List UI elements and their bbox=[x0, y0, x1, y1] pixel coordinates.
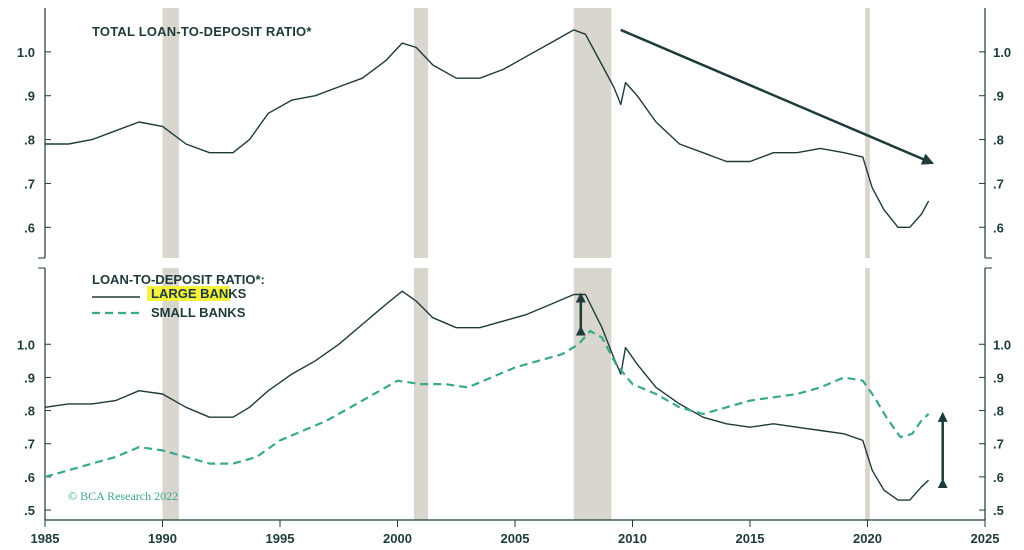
top-ytick-label-left: .6 bbox=[24, 220, 35, 235]
xtick-label-1985: 1985 bbox=[31, 531, 60, 546]
bottom-series-large-banks bbox=[44, 290, 930, 501]
top-ytick-label-right: .9 bbox=[993, 89, 1004, 104]
bottom-ytick-label-right: .5 bbox=[993, 503, 1004, 518]
recession-band-bottom-2 bbox=[573, 268, 612, 520]
recession-band-bottom-0 bbox=[162, 268, 179, 520]
xtick-label-2005: 2005 bbox=[501, 531, 530, 546]
xtick-label-2025: 2025 bbox=[971, 531, 1000, 546]
bottom-ytick-label-right: .8 bbox=[993, 404, 1004, 419]
recession-band-bottom-1 bbox=[413, 268, 429, 520]
recession-shading-layer bbox=[162, 8, 870, 520]
bottom-ytick-label-right: .7 bbox=[993, 437, 1004, 452]
xtick-label-1990: 1990 bbox=[148, 531, 177, 546]
recession-band-top-2 bbox=[573, 8, 612, 258]
annotation-layer bbox=[575, 28, 948, 489]
bottom-ytick-label-left: .5 bbox=[24, 503, 35, 518]
bottom-ytick-label-left: 1.0 bbox=[17, 337, 35, 352]
credit-text: © BCA Research 2022 bbox=[68, 489, 178, 503]
top-series-total bbox=[45, 29, 930, 228]
recession-band-top-3 bbox=[865, 8, 870, 258]
bottom-series-small-banks bbox=[44, 329, 930, 478]
recession-band-top-1 bbox=[413, 8, 429, 258]
xtick-label-2010: 2010 bbox=[618, 531, 647, 546]
recession-band-bottom-3 bbox=[865, 268, 870, 520]
legend: LOAN-TO-DEPOSIT RATIO*: LARGE BANKS SMAL… bbox=[92, 272, 265, 320]
xtick-label-2000: 2000 bbox=[383, 531, 412, 546]
top-ytick-label-right: .6 bbox=[993, 220, 1004, 235]
top-ytick-label-right: .8 bbox=[993, 133, 1004, 148]
top-ytick-label-left: .8 bbox=[24, 133, 35, 148]
top-ytick-label-right: .7 bbox=[993, 176, 1004, 191]
chart-frame bbox=[38, 8, 992, 521]
trend-arrow bbox=[620, 28, 935, 165]
bottom-ytick-label-right: 1.0 bbox=[993, 337, 1011, 352]
xtick-label-2020: 2020 bbox=[853, 531, 882, 546]
top-ytick-label-left: 1.0 bbox=[17, 45, 35, 60]
bottom-ytick-label-right: .9 bbox=[993, 370, 1004, 385]
legend-title: LOAN-TO-DEPOSIT RATIO*: bbox=[92, 272, 265, 287]
top-ytick-label-left: .9 bbox=[24, 89, 35, 104]
tick-layer: .6 .6 .7 .7 .8 .8 .9 .9 1.0 1.0 .5 .5 .6 .6 .7 .7 .8 .8 .9… bbox=[17, 45, 1011, 546]
xtick-label-1995: 1995 bbox=[266, 531, 295, 546]
xtick-label-2015: 2015 bbox=[736, 531, 765, 546]
bottom-ytick-label-left: .8 bbox=[24, 404, 35, 419]
bottom-ytick-label-left: .7 bbox=[24, 437, 35, 452]
legend-small-banks-label: SMALL BANKS bbox=[151, 305, 246, 320]
top-ytick-label-left: .7 bbox=[24, 176, 35, 191]
legend-highlight bbox=[147, 286, 230, 301]
bottom-ytick-label-right: .6 bbox=[993, 470, 1004, 485]
legend-large-banks-label: LARGE BANKS bbox=[151, 286, 247, 301]
bottom-ytick-label-left: .9 bbox=[24, 370, 35, 385]
series-layer bbox=[44, 29, 930, 501]
top-chart-title: TOTAL LOAN-TO-DEPOSIT RATIO* bbox=[92, 24, 312, 39]
top-ytick-label-right: 1.0 bbox=[993, 45, 1011, 60]
bottom-ytick-label-left: .6 bbox=[24, 470, 35, 485]
